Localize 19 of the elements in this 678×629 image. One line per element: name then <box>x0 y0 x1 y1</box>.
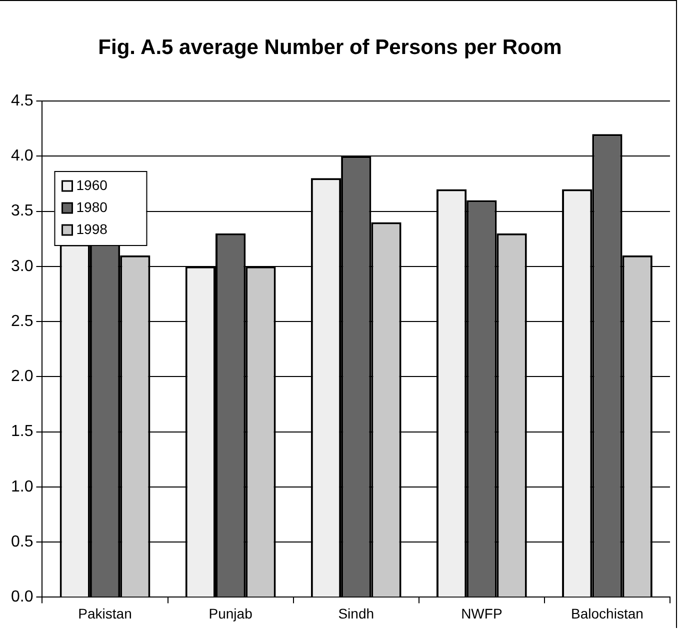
legend-label: 1980 <box>76 198 108 215</box>
y-tick-label: 0.0 <box>10 588 34 606</box>
x-tick-label: NWFP <box>461 605 502 622</box>
y-tick-label: 1.0 <box>10 478 34 496</box>
y-tick-label: 2.5 <box>10 312 34 330</box>
chart-title: Fig. A.5 average Number of Persons per Room <box>97 35 563 61</box>
x-tick-label: Pakistan <box>78 605 132 622</box>
y-tick-label: 3.0 <box>10 258 34 275</box>
y-tick-label: 0.5 <box>10 533 34 550</box>
x-tick-label: Balochistan <box>571 605 644 622</box>
y-tick-label: 3.5 <box>10 202 34 220</box>
y-tick-label: 1.5 <box>10 423 34 440</box>
x-tick-label: Punjab <box>208 605 253 622</box>
x-tick-label: Sindh <box>338 605 374 622</box>
y-tick-label: 4.5 <box>10 92 34 110</box>
legend-label: 1998 <box>76 220 108 237</box>
y-tick-label: 2.0 <box>10 368 34 386</box>
legend-label: 1960 <box>76 176 108 193</box>
y-tick-label: 4.0 <box>10 148 34 165</box>
